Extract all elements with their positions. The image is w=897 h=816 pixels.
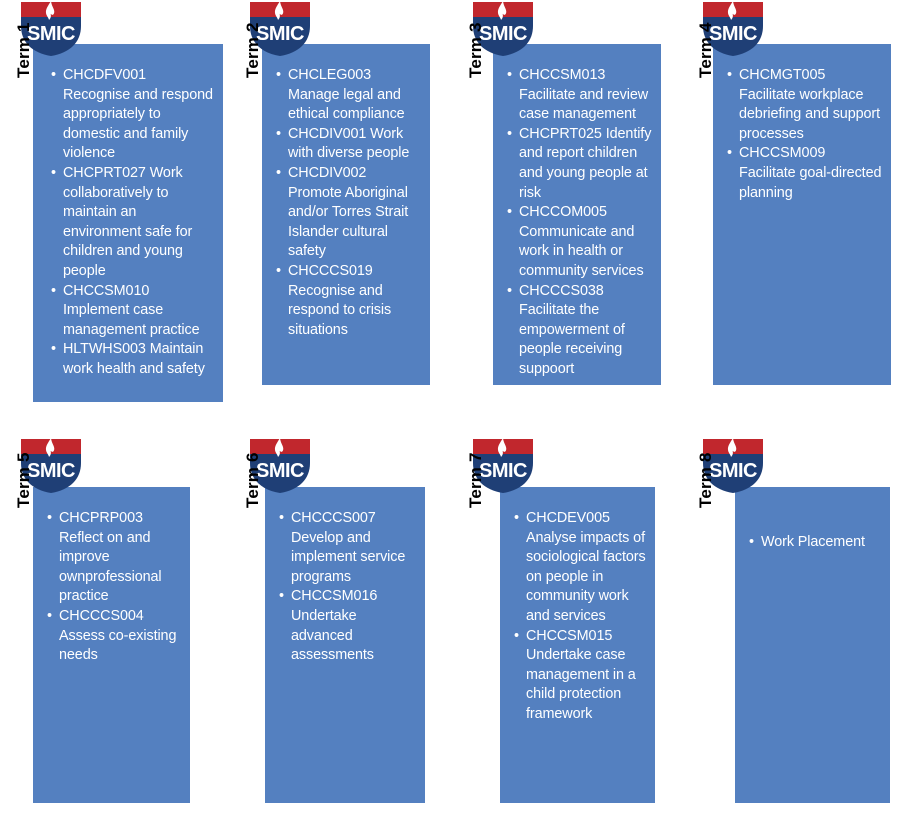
svg-text:SMIC: SMIC — [27, 23, 75, 45]
unit-list-item: CHCDFV001 Recognise and respond appropri… — [51, 66, 215, 164]
smic-logo-icon: SMIC — [700, 437, 766, 495]
term-card: CHCDFV001 Recognise and respond appropri… — [33, 44, 223, 402]
unit-list-item: CHCMGT005 Facilitate workplace debriefin… — [727, 66, 883, 144]
term-label-1: Term 1 — [14, 22, 33, 78]
unit-list: CHCLEG003 Manage legal and ethical compl… — [276, 66, 422, 340]
unit-list-item: HLTWHS003 Maintain work health and safet… — [51, 340, 215, 379]
smic-logo-icon: SMIC — [247, 437, 313, 495]
unit-list-item: CHCCCS004 Assess co-existing needs — [47, 607, 182, 666]
unit-list-item: CHCCCS019 Recognise and respond to crisi… — [276, 262, 422, 340]
unit-list-item: CHCCSM009 Facilitate goal-directed plann… — [727, 144, 883, 203]
unit-list: CHCDEV005 Analyse impacts of sociologica… — [514, 509, 647, 725]
term-card: CHCCSM013 Facilitate and review case man… — [493, 44, 661, 385]
term-label-3: Term 3 — [466, 22, 485, 78]
unit-list-item: CHCCCS007 Develop and implement service … — [279, 509, 417, 587]
svg-text:SMIC: SMIC — [27, 460, 75, 482]
unit-list-item: CHCCSM016 Undertake advanced assessments — [279, 587, 417, 665]
term-label-2: Term 2 — [243, 22, 262, 78]
svg-text:SMIC: SMIC — [256, 460, 304, 482]
smic-logo-icon: SMIC — [470, 0, 536, 58]
unit-list-item: CHCDEV005 Analyse impacts of sociologica… — [514, 509, 647, 627]
unit-list-item: CHCCSM015 Undertake case management in a… — [514, 627, 647, 725]
term-label-7: Term 7 — [466, 452, 485, 508]
unit-list: CHCDFV001 Recognise and respond appropri… — [51, 66, 215, 380]
smic-logo-icon: SMIC — [18, 0, 84, 58]
unit-list-item: CHCDIV002 Promote Aboriginal and/or Torr… — [276, 164, 422, 262]
svg-text:SMIC: SMIC — [256, 23, 304, 45]
smic-logo-icon: SMIC — [470, 437, 536, 495]
svg-text:SMIC: SMIC — [709, 23, 757, 45]
term-card: CHCPRP003 Reflect on and improve ownprof… — [33, 487, 190, 803]
unit-list-item: CHCPRT025 Identify and report children a… — [507, 125, 653, 203]
term-card: CHCMGT005 Facilitate workplace debriefin… — [713, 44, 891, 385]
unit-list: Work Placement — [749, 533, 882, 553]
unit-list-item: CHCDIV001 Work with diverse people — [276, 125, 422, 164]
unit-list-item: CHCCSM010 Implement case management prac… — [51, 282, 215, 341]
term-card: Work Placement — [735, 487, 890, 803]
unit-list: CHCCCS007 Develop and implement service … — [279, 509, 417, 666]
term-card: CHCDEV005 Analyse impacts of sociologica… — [500, 487, 655, 803]
unit-list-item: CHCLEG003 Manage legal and ethical compl… — [276, 66, 422, 125]
unit-list-item: CHCCSM013 Facilitate and review case man… — [507, 66, 653, 125]
unit-list-item: CHCCOM005 Communicate and work in health… — [507, 203, 653, 281]
term-card: CHCCCS007 Develop and implement service … — [265, 487, 425, 803]
term-label-4: Term 4 — [696, 22, 715, 78]
unit-list-item: CHCPRT027 Work collaboratively to mainta… — [51, 164, 215, 282]
svg-text:SMIC: SMIC — [709, 460, 757, 482]
unit-list-item: Work Placement — [749, 533, 882, 553]
smic-logo-icon: SMIC — [700, 0, 766, 58]
unit-list: CHCMGT005 Facilitate workplace debriefin… — [727, 66, 883, 203]
term-label-5: Term 5 — [14, 452, 33, 508]
unit-list-item: CHCPRP003 Reflect on and improve ownprof… — [47, 509, 182, 607]
unit-list: CHCCSM013 Facilitate and review case man… — [507, 66, 653, 380]
smic-logo-icon: SMIC — [247, 0, 313, 58]
term-card: CHCLEG003 Manage legal and ethical compl… — [262, 44, 430, 385]
svg-text:SMIC: SMIC — [479, 23, 527, 45]
smic-logo-icon: SMIC — [18, 437, 84, 495]
unit-list-item: CHCCCS038 Facilitate the empowerment of … — [507, 282, 653, 380]
svg-text:SMIC: SMIC — [479, 460, 527, 482]
term-label-6: Term 6 — [243, 452, 262, 508]
unit-list: CHCPRP003 Reflect on and improve ownprof… — [47, 509, 182, 666]
term-label-8: Term 8 — [696, 452, 715, 508]
